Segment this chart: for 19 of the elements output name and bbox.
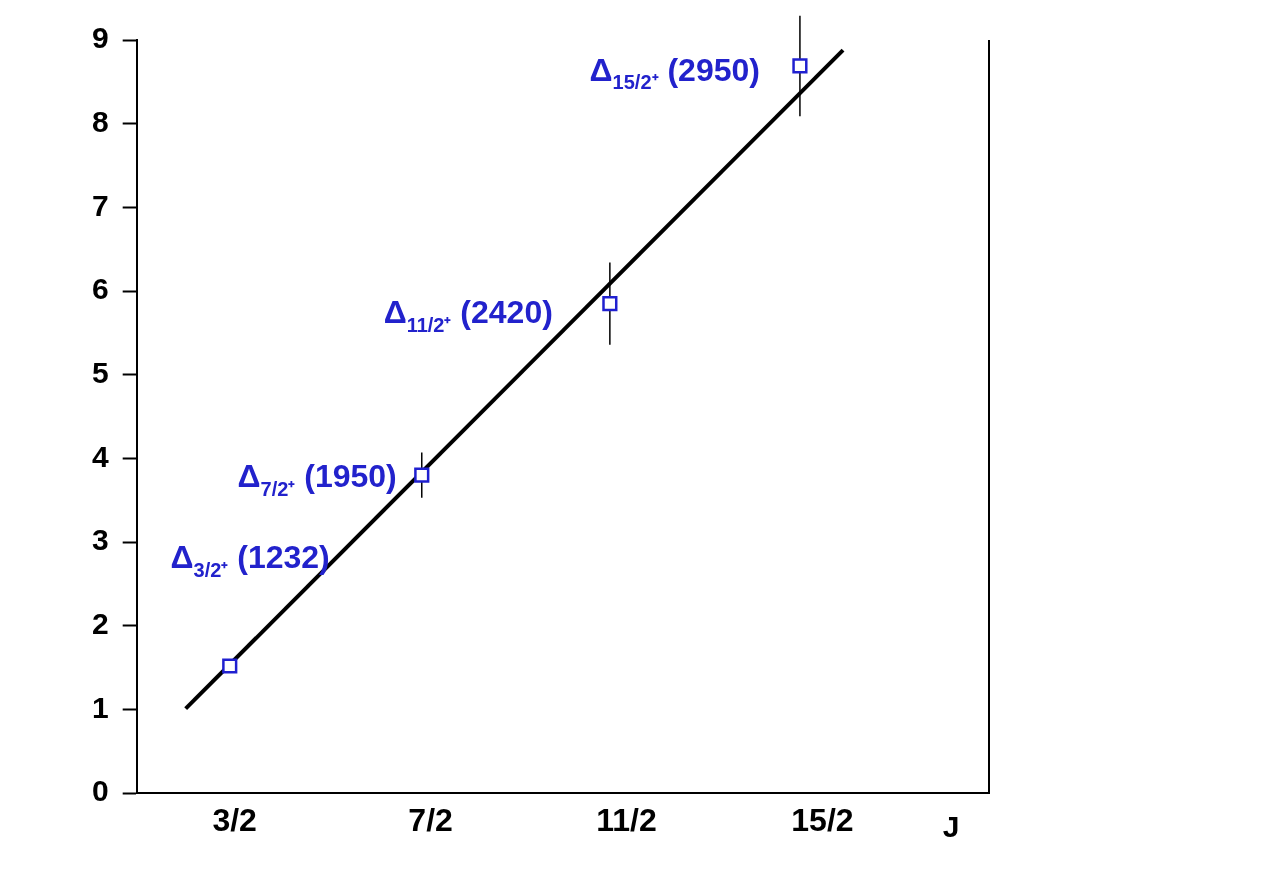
y-tick-label: 6 bbox=[92, 272, 109, 306]
y-tick-label: 2 bbox=[92, 607, 109, 641]
y-tick-label: 8 bbox=[92, 104, 109, 138]
x-tick-label: 7/2 bbox=[408, 802, 453, 839]
x-tick-label: 3/2 bbox=[212, 802, 257, 839]
y-tick-label: 7 bbox=[92, 188, 109, 222]
x-axis-title: J bbox=[942, 810, 960, 844]
y-tick-label: 0 bbox=[92, 774, 109, 808]
x-tick-label: 15/2 bbox=[791, 802, 854, 839]
x-tick-label: 11/2 bbox=[596, 802, 657, 839]
point bbox=[414, 467, 430, 483]
y-tick-label: 9 bbox=[92, 21, 109, 55]
point bbox=[602, 296, 618, 312]
y-tick-label: 1 bbox=[92, 690, 109, 724]
point bbox=[792, 58, 808, 74]
y-tick-label: 5 bbox=[92, 356, 109, 390]
y-tick-label: 4 bbox=[92, 439, 109, 473]
point bbox=[222, 658, 238, 674]
y-tick-label: 3 bbox=[92, 523, 109, 557]
